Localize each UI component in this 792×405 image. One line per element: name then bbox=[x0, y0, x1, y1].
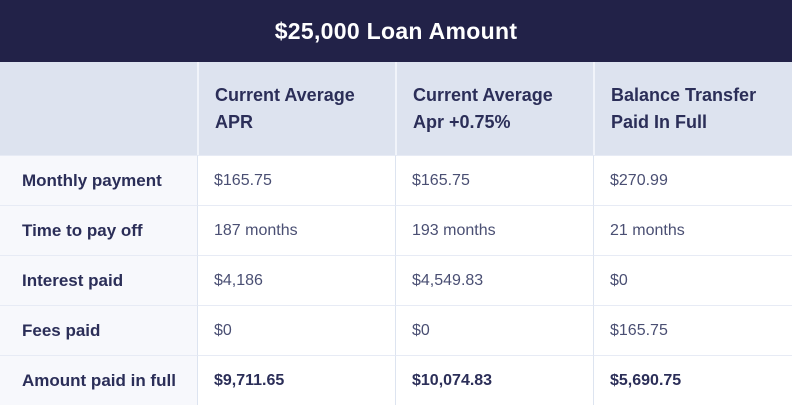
table-row-monthly-payment: Monthly payment $165.75 $165.75 $270.99 bbox=[0, 155, 792, 205]
table-cell: $4,186 bbox=[197, 255, 395, 305]
table-cell: $0 bbox=[395, 305, 593, 355]
column-header-current-average-apr-plus: Current Average Apr +0.75% bbox=[395, 62, 593, 155]
table-cell: $10,074.83 bbox=[395, 355, 593, 405]
table-cell: $9,711.65 bbox=[197, 355, 395, 405]
row-label: Amount paid in full bbox=[0, 355, 197, 405]
table-row-fees-paid: Fees paid $0 $0 $165.75 bbox=[0, 305, 792, 355]
row-label: Time to pay off bbox=[0, 205, 197, 255]
table-cell: $0 bbox=[197, 305, 395, 355]
table-cell: $270.99 bbox=[593, 155, 792, 205]
table-cell: 193 months bbox=[395, 205, 593, 255]
table-cell: $0 bbox=[593, 255, 792, 305]
table-row-amount-paid-in-full: Amount paid in full $9,711.65 $10,074.83… bbox=[0, 355, 792, 405]
loan-comparison-table: Current Average APR Current Average Apr … bbox=[0, 62, 792, 405]
table-row-time-to-pay-off: Time to pay off 187 months 193 months 21… bbox=[0, 205, 792, 255]
table-cell: $165.75 bbox=[593, 305, 792, 355]
table-cell: 21 months bbox=[593, 205, 792, 255]
table-cell: $165.75 bbox=[395, 155, 593, 205]
column-header-empty bbox=[0, 62, 197, 155]
row-label: Interest paid bbox=[0, 255, 197, 305]
table-cell: 187 months bbox=[197, 205, 395, 255]
column-header-current-average-apr: Current Average APR bbox=[197, 62, 395, 155]
table-title: $25,000 Loan Amount bbox=[274, 17, 518, 44]
row-label: Monthly payment bbox=[0, 155, 197, 205]
table-row-interest-paid: Interest paid $4,186 $4,549.83 $0 bbox=[0, 255, 792, 305]
column-header-balance-transfer: Balance Transfer Paid In Full bbox=[593, 62, 792, 155]
table-cell: $4,549.83 bbox=[395, 255, 593, 305]
row-label: Fees paid bbox=[0, 305, 197, 355]
table-cell: $5,690.75 bbox=[593, 355, 792, 405]
table-cell: $165.75 bbox=[197, 155, 395, 205]
table-header-row: Current Average APR Current Average Apr … bbox=[0, 62, 792, 155]
table-title-bar: $25,000 Loan Amount bbox=[0, 0, 792, 62]
